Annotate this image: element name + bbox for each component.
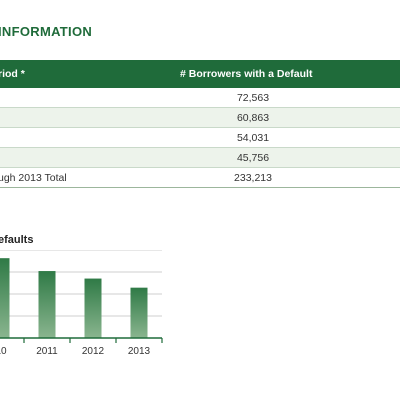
defaults-bar-chart: 10 2011 2012 2013 [0, 250, 163, 357]
table-row: 60,863 [0, 108, 400, 128]
chart-title: efaults [0, 234, 34, 246]
x-tick-label: 2012 [82, 346, 105, 357]
bar-2011 [38, 271, 56, 338]
row-value: 72,563 [236, 91, 270, 104]
table-header: riod * # Borrowers with a Default [0, 60, 400, 88]
bar-2012 [84, 278, 102, 338]
table-row: 54,031 [0, 128, 400, 148]
header-borrowers-default: # Borrowers with a Default [180, 68, 313, 80]
row-period: ugh 2013 Total [0, 171, 67, 184]
header-period: riod * [0, 68, 25, 80]
row-value: 45,756 [236, 151, 270, 164]
x-tick-label: 10 [0, 346, 7, 357]
row-value: 54,031 [236, 131, 270, 144]
x-tick-label: 2013 [128, 346, 151, 357]
row-value: 60,863 [236, 111, 270, 124]
bar-2013 [130, 287, 148, 338]
x-tick-label: 2011 [36, 346, 58, 357]
bar-10 [0, 258, 10, 338]
table-row-total: ugh 2013 Total 233,213 [0, 168, 400, 188]
row-value: 233,213 [234, 171, 272, 184]
borrowers-default-table: riod * # Borrowers with a Default 72,563… [0, 60, 400, 188]
table-row: 72,563 [0, 88, 400, 108]
table-row: 45,756 [0, 148, 400, 168]
section-title: INFORMATION [0, 24, 93, 39]
